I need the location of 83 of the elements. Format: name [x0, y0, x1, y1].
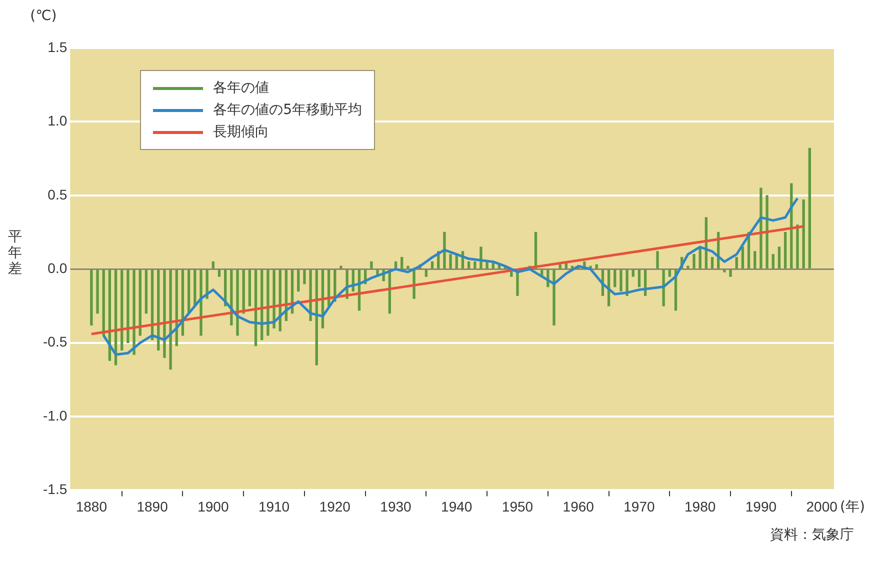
- x-tick-label: 1880: [76, 498, 108, 514]
- bar: [632, 270, 634, 277]
- bar: [400, 256, 404, 268]
- x-tick-label: 1920: [319, 498, 351, 514]
- bar: [406, 266, 410, 268]
- y-tick-label: -1.5: [43, 481, 68, 498]
- y-tick-label: 1.0: [48, 112, 68, 129]
- x-tick-label: 1960: [562, 498, 594, 514]
- x-tick-label: 1950: [502, 498, 534, 514]
- bar: [144, 270, 148, 314]
- bar: [467, 261, 470, 268]
- bar: [778, 246, 781, 268]
- bar: [218, 270, 221, 277]
- text: (℃): [30, 8, 57, 24]
- bar: [163, 270, 166, 358]
- y-tick-label: 0.0: [48, 260, 68, 276]
- bar: [656, 251, 659, 268]
- x-axis-title: (年): [840, 498, 865, 516]
- x-tick-label: 1940: [441, 498, 472, 514]
- bar: [796, 224, 799, 268]
- bar: [741, 246, 744, 268]
- bar: [248, 270, 252, 306]
- bar: [474, 261, 476, 268]
- bar: [102, 270, 105, 336]
- legend-label: 各年の値: [213, 79, 270, 97]
- bar: [120, 270, 124, 350]
- legend-label: 長期傾向: [213, 123, 270, 141]
- bar: [662, 270, 665, 306]
- bar: [784, 232, 787, 268]
- bar: [96, 270, 99, 314]
- bar: [552, 270, 556, 326]
- y-axis-title: 平年差: [8, 229, 22, 278]
- bar: [424, 270, 428, 277]
- bar: [620, 270, 622, 292]
- y-tick-label: -1.0: [43, 407, 68, 424]
- bar: [132, 270, 136, 355]
- x-tick-label: 1980: [684, 498, 716, 514]
- x-tick-label: 1890: [136, 498, 168, 514]
- bar: [236, 270, 239, 336]
- bar: [558, 264, 562, 268]
- bar: [169, 270, 172, 370]
- bar: [614, 270, 616, 288]
- bar: [449, 254, 452, 268]
- bar: [138, 270, 142, 336]
- bar: [668, 270, 671, 277]
- bar: [430, 261, 434, 268]
- bar: [443, 232, 446, 268]
- bar: [766, 195, 768, 268]
- bar: [802, 199, 805, 268]
- bar: [370, 261, 373, 268]
- bar: [754, 251, 756, 268]
- bar: [595, 264, 598, 268]
- bar: [723, 270, 726, 272]
- bar: [729, 270, 732, 277]
- x-tick-label: 1900: [198, 498, 229, 514]
- x-tick-label: 1970: [624, 498, 656, 514]
- y-tick-label: -0.5: [43, 334, 68, 350]
- bar: [303, 270, 306, 284]
- x-tick-label: 1990: [745, 498, 777, 514]
- bar: [692, 254, 696, 268]
- bar: [90, 270, 93, 326]
- bar: [710, 256, 714, 268]
- bar: [266, 270, 270, 336]
- bar: [340, 266, 342, 268]
- bar: [486, 261, 488, 268]
- bar: [735, 256, 738, 268]
- y-tick-label: 1.5: [48, 38, 68, 55]
- bar: [638, 270, 641, 288]
- bar: [760, 188, 762, 268]
- y-tick-label: 0.5: [48, 186, 68, 202]
- bar: [808, 148, 811, 268]
- bar: [686, 266, 690, 268]
- bar: [126, 270, 130, 344]
- bar: [200, 270, 202, 336]
- x-tick-label: 1930: [380, 498, 412, 514]
- bar: [480, 246, 482, 268]
- bar: [772, 254, 774, 268]
- x-tick-label: 2000: [806, 498, 838, 514]
- bar: [212, 261, 214, 268]
- text: 資料：気象庁: [770, 526, 854, 544]
- x-tick-label: 1910: [258, 498, 290, 514]
- bar: [297, 270, 300, 292]
- legend-label: 各年の値の5年移動平均: [213, 101, 362, 119]
